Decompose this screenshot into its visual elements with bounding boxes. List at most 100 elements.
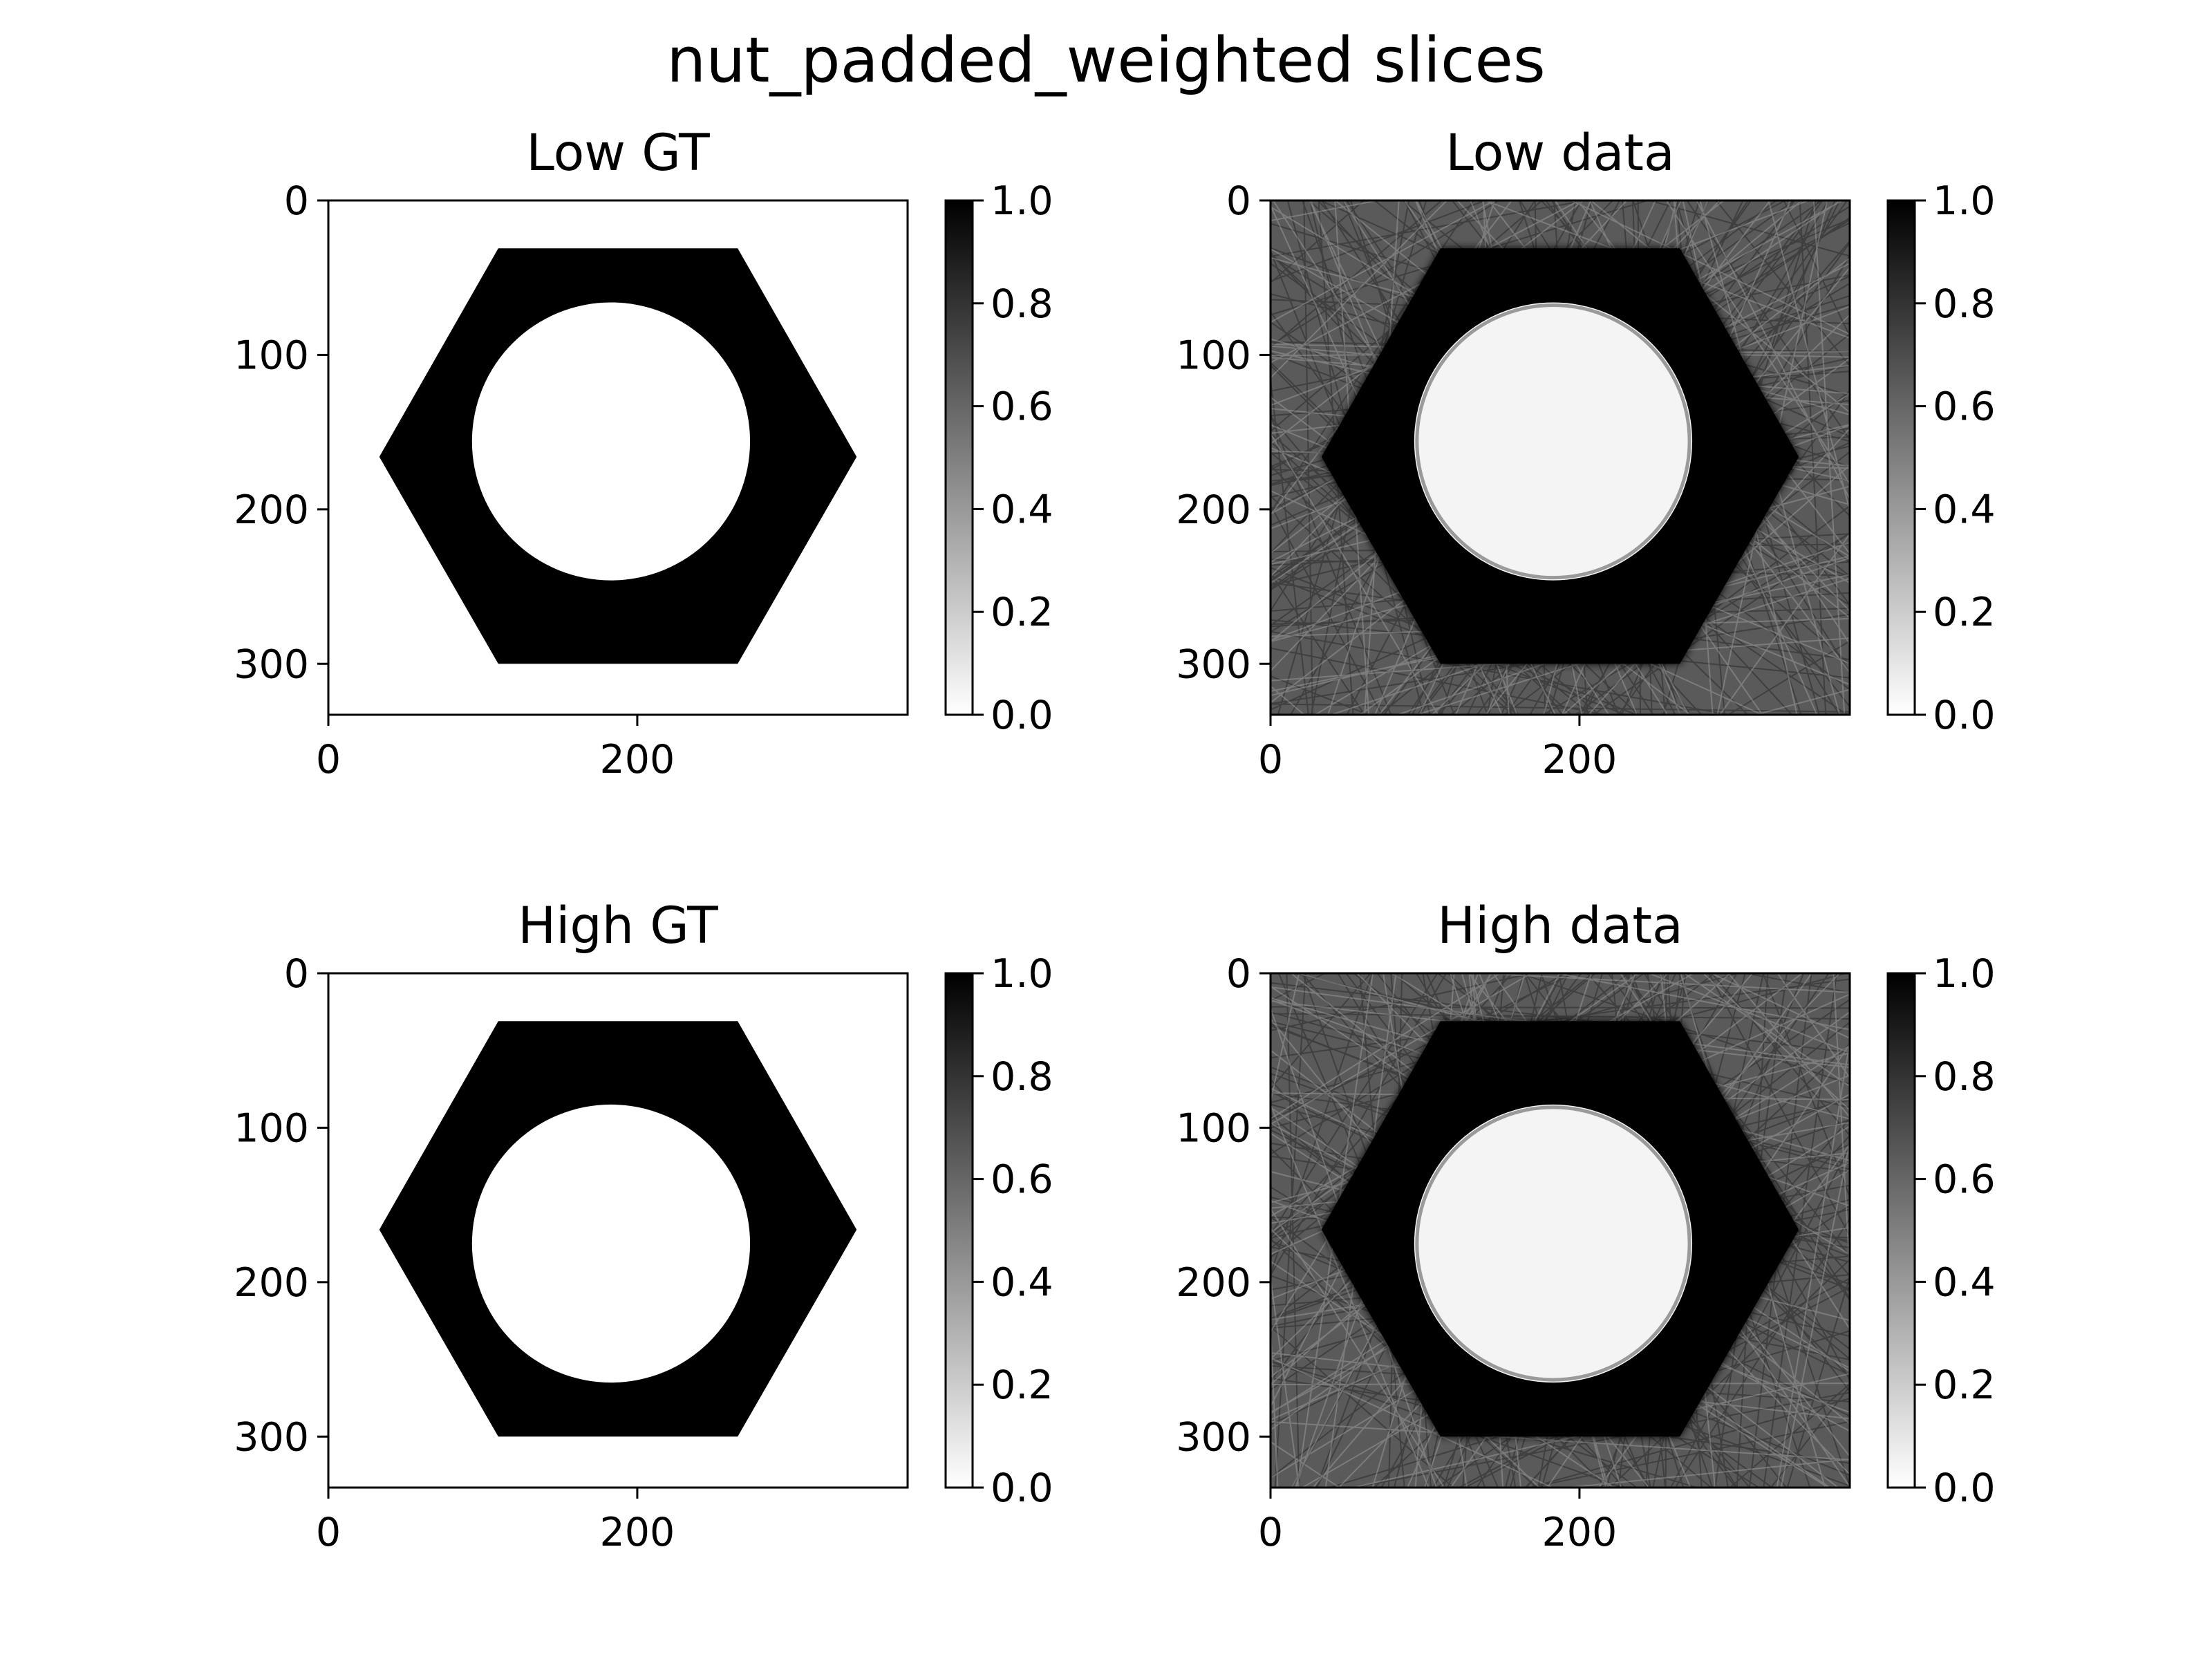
streak-line: [1519, 200, 1841, 715]
y-tick-label: 300: [234, 641, 309, 687]
streak-line: [1271, 252, 1703, 715]
colorbar: 0.0 0.2 0.4 0.6 0.8 1.0: [1886, 951, 1996, 1511]
streak-line: [1271, 1013, 1850, 1020]
streak-line: [1271, 200, 1844, 515]
streak-line: [1309, 200, 1431, 715]
colorbar-tick-label: 1.0: [991, 178, 1053, 224]
streak-line: [1271, 1360, 1625, 1488]
streak-line: [1271, 608, 1850, 625]
streak-line: [1780, 1138, 1850, 1488]
streak-line: [1527, 1421, 1850, 1488]
image-area: [328, 200, 908, 715]
streak-line: [1317, 200, 1793, 715]
streak-line: [1662, 200, 1817, 715]
streak-line: [1518, 200, 1681, 715]
streak-line: [1271, 256, 1850, 415]
streak-line: [1271, 973, 1640, 1234]
streak-line: [1611, 973, 1667, 1488]
streak-line: [1271, 618, 1850, 637]
streak-line: [1271, 1170, 1850, 1322]
streak-line: [1561, 200, 1792, 715]
streak-line: [1631, 973, 1811, 1488]
streak-line: [1271, 310, 1564, 715]
streak-line: [1786, 1274, 1850, 1488]
colorbar-tick-label: 0.0: [1933, 1465, 1996, 1511]
streak-line: [1271, 973, 1575, 1121]
colorbar-tick-label: 0.2: [1933, 590, 1996, 635]
streak-line: [1686, 200, 1850, 441]
streak-line: [1812, 200, 1846, 715]
streak-line: [1562, 464, 1850, 715]
streak-line: [1578, 254, 1850, 715]
streak-line: [1271, 1147, 1608, 1488]
streak-line: [1620, 200, 1836, 715]
streak-line: [1271, 973, 1732, 1386]
streak-line: [1271, 413, 1392, 715]
streak-line: [1647, 973, 1850, 1054]
streak-line: [1271, 555, 1850, 697]
streak-line: [1271, 567, 1638, 715]
streak-line: [1622, 973, 1850, 1257]
streak-line: [1727, 640, 1850, 715]
streak-line: [1277, 200, 1427, 715]
streak-line: [1371, 973, 1526, 1488]
streak-line: [1483, 200, 1850, 339]
streak-line: [1294, 973, 1479, 1488]
streak-line: [1709, 973, 1850, 1040]
streak-line: [1271, 986, 1850, 1066]
streak-line: [1271, 973, 1438, 1236]
streak-line: [1503, 451, 1850, 715]
colorbar-tick-label: 0.0: [991, 693, 1053, 738]
streak-line: [1505, 973, 1638, 1488]
streak-line: [1271, 998, 1850, 1391]
image-area: [328, 973, 908, 1488]
streak-line: [1277, 973, 1499, 1488]
streak-line: [1271, 1273, 1300, 1488]
hole: [1414, 1104, 1693, 1383]
streak-line: [1271, 303, 1850, 476]
streak-line: [1589, 200, 1850, 414]
streak-line: [1329, 541, 1850, 715]
streak-line: [1271, 1207, 1445, 1488]
streak-line: [1431, 314, 1850, 715]
streak-line: [1271, 415, 1520, 715]
streak-line: [1302, 200, 1488, 715]
streak-line: [1271, 200, 1842, 584]
streak-line: [1271, 1421, 1850, 1461]
streak-line: [1271, 200, 1585, 445]
streak-line: [1351, 1391, 1850, 1488]
streak-line: [1271, 1072, 1850, 1285]
streak-line: [1271, 200, 1496, 324]
streak-line: [1517, 973, 1850, 1085]
streak-line: [1271, 1228, 1541, 1488]
streak-line: [1727, 973, 1850, 1118]
streak-line: [1665, 200, 1850, 485]
colorbar-tick-label: 0.6: [991, 384, 1053, 430]
colorbar: 0.0 0.2 0.4 0.6 0.8 1.0: [944, 951, 1053, 1511]
streak-line: [1415, 200, 1689, 715]
streak-line: [1271, 200, 1721, 673]
streak-line: [1271, 408, 1850, 467]
streak-line: [1457, 1277, 1850, 1488]
hole-ring: [1415, 1105, 1691, 1382]
streak-line: [1271, 675, 1371, 715]
streak-line: [1541, 532, 1850, 715]
streak-line: [1271, 451, 1592, 715]
streak-line: [1271, 431, 1439, 715]
figure-title: nut_padded_weighted slices: [666, 24, 1546, 97]
streak-line: [1271, 973, 1447, 1277]
streak-line: [1303, 200, 1313, 715]
y-tick-label: 100: [1176, 332, 1251, 378]
streak-line: [1271, 973, 1492, 1408]
streak-line: [1570, 200, 1850, 335]
y-tick-label: 100: [1176, 1105, 1251, 1151]
y-tick-label: 200: [234, 487, 309, 533]
axes-frame: [1269, 972, 1851, 1489]
streak-line: [1271, 200, 1628, 578]
streak-line: [1714, 973, 1788, 1488]
colorbar-tick-label: 0.4: [1933, 487, 1996, 532]
streak-line: [1762, 973, 1850, 1199]
y-tick-label: 300: [1176, 641, 1251, 687]
streak-line: [1707, 973, 1850, 1238]
streak-line: [1711, 973, 1850, 1137]
